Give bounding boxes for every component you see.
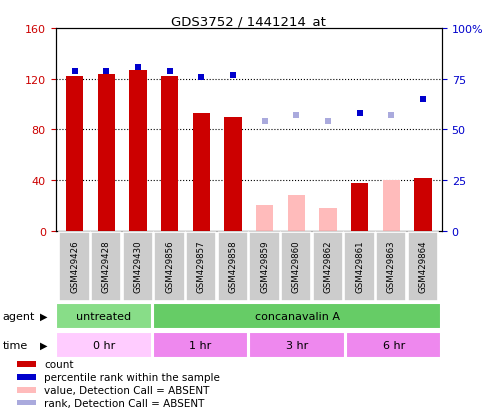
Bar <box>351 183 369 231</box>
Text: 1 hr: 1 hr <box>189 340 212 350</box>
Bar <box>313 232 343 301</box>
Text: untreated: untreated <box>76 311 131 321</box>
Bar <box>376 232 407 301</box>
Bar <box>153 332 248 358</box>
Text: GSM429863: GSM429863 <box>387 240 396 293</box>
Text: GSM429861: GSM429861 <box>355 240 364 293</box>
Text: 0 hr: 0 hr <box>93 340 115 350</box>
Text: 6 hr: 6 hr <box>383 340 405 350</box>
Bar <box>56 303 152 329</box>
Text: count: count <box>44 359 74 369</box>
Text: percentile rank within the sample: percentile rank within the sample <box>44 372 220 382</box>
Bar <box>383 181 400 231</box>
Bar <box>249 332 345 358</box>
Bar <box>186 232 216 301</box>
Bar <box>319 209 337 231</box>
Text: concanavalin A: concanavalin A <box>255 311 340 321</box>
Bar <box>281 232 312 301</box>
Text: GSM429864: GSM429864 <box>418 240 427 293</box>
Bar <box>256 206 273 231</box>
Bar <box>123 232 153 301</box>
Bar <box>414 178 432 231</box>
Text: GSM429857: GSM429857 <box>197 240 206 293</box>
Text: GSM429860: GSM429860 <box>292 240 301 293</box>
Text: rank, Detection Call = ABSENT: rank, Detection Call = ABSENT <box>44 398 205 408</box>
Bar <box>153 303 441 329</box>
Text: GSM429856: GSM429856 <box>165 240 174 293</box>
Text: value, Detection Call = ABSENT: value, Detection Call = ABSENT <box>44 385 210 395</box>
Text: GSM429859: GSM429859 <box>260 240 269 292</box>
Bar <box>66 77 83 231</box>
Bar <box>161 77 178 231</box>
Text: time: time <box>2 340 28 350</box>
Bar <box>129 71 147 231</box>
Bar <box>218 232 248 301</box>
Bar <box>91 232 121 301</box>
Bar <box>346 332 441 358</box>
Text: GSM429428: GSM429428 <box>102 240 111 293</box>
Text: ▶: ▶ <box>40 340 47 350</box>
Bar <box>155 232 185 301</box>
Bar <box>56 332 152 358</box>
Title: GDS3752 / 1441214_at: GDS3752 / 1441214_at <box>171 15 326 28</box>
Bar <box>16 400 36 405</box>
Bar <box>16 374 36 380</box>
Text: GSM429862: GSM429862 <box>324 240 332 293</box>
Bar <box>408 232 438 301</box>
Bar <box>249 232 280 301</box>
Text: agent: agent <box>2 311 35 321</box>
Text: GSM429858: GSM429858 <box>228 240 238 293</box>
Bar <box>344 232 375 301</box>
Bar <box>287 196 305 231</box>
Bar <box>59 232 90 301</box>
Bar <box>16 387 36 393</box>
Bar <box>16 361 36 367</box>
Text: GSM429426: GSM429426 <box>70 240 79 293</box>
Bar <box>98 74 115 231</box>
Bar <box>193 114 210 231</box>
Text: GSM429430: GSM429430 <box>133 240 142 293</box>
Bar <box>224 117 242 231</box>
Text: 3 hr: 3 hr <box>286 340 308 350</box>
Text: ▶: ▶ <box>40 311 47 321</box>
